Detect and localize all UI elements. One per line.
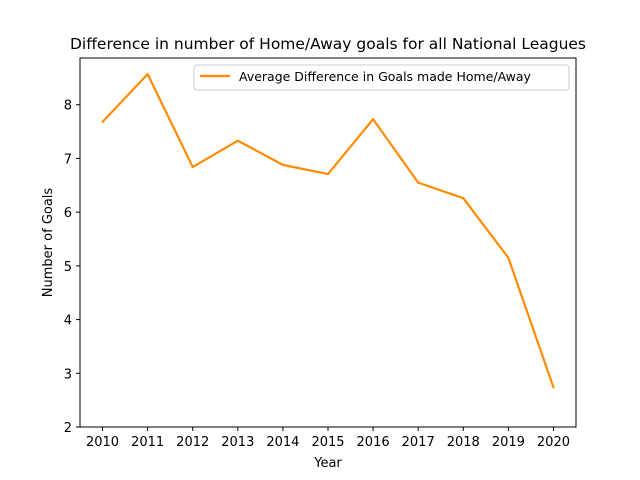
x-axis: 2010 2011 2012 2013 2014 2015 2016 2017 2018 2019… (86, 427, 570, 450)
data-point (236, 139, 239, 142)
data-point (191, 165, 194, 169)
y-tick-label: 6 (64, 206, 72, 221)
data-point (146, 73, 149, 76)
x-axis-label: Year (313, 456, 342, 471)
y-axis: 2 3 4 5 6 7 8 (64, 99, 80, 436)
series-line (101, 73, 555, 388)
x-tick-label: 2013 (221, 435, 254, 450)
x-tick-label: 2010 (86, 435, 119, 450)
legend-box (193, 64, 570, 91)
y-tick-label: 8 (64, 99, 72, 114)
data-point (371, 118, 375, 121)
y-axis-label: Number of Goals (41, 188, 56, 298)
data-point (101, 120, 104, 124)
data-point (417, 181, 420, 184)
plot-frame (79, 57, 577, 428)
legend-label: Average Difference in Goals made Home/Aw… (239, 69, 532, 84)
y-tick-label: 3 (64, 367, 72, 382)
x-tick-label: 2020 (537, 435, 570, 450)
x-tick-label: 2016 (357, 435, 390, 450)
x-tick-label: 2017 (402, 435, 435, 450)
legend: Average Difference in Goals made Home/Aw… (193, 64, 570, 91)
y-tick-label: 7 (64, 152, 72, 167)
x-tick-label: 2018 (447, 435, 480, 450)
data-point (281, 163, 285, 166)
x-tick-label: 2012 (176, 435, 209, 450)
y-tick-label: 5 (64, 260, 72, 275)
data-point (507, 256, 510, 259)
x-tick-label: 2011 (131, 435, 164, 450)
x-tick-label: 2019 (492, 435, 525, 450)
x-tick-label: 2015 (311, 435, 344, 450)
data-point (326, 172, 330, 176)
plot-area (101, 73, 555, 389)
data-point (552, 386, 555, 389)
chart-title: Difference in number of Home/Away goals … (70, 35, 586, 53)
y-tick-label: 2 (64, 421, 72, 436)
y-tick-label: 4 (64, 314, 72, 329)
x-tick-label: 2014 (266, 435, 299, 450)
data-point (462, 197, 465, 200)
